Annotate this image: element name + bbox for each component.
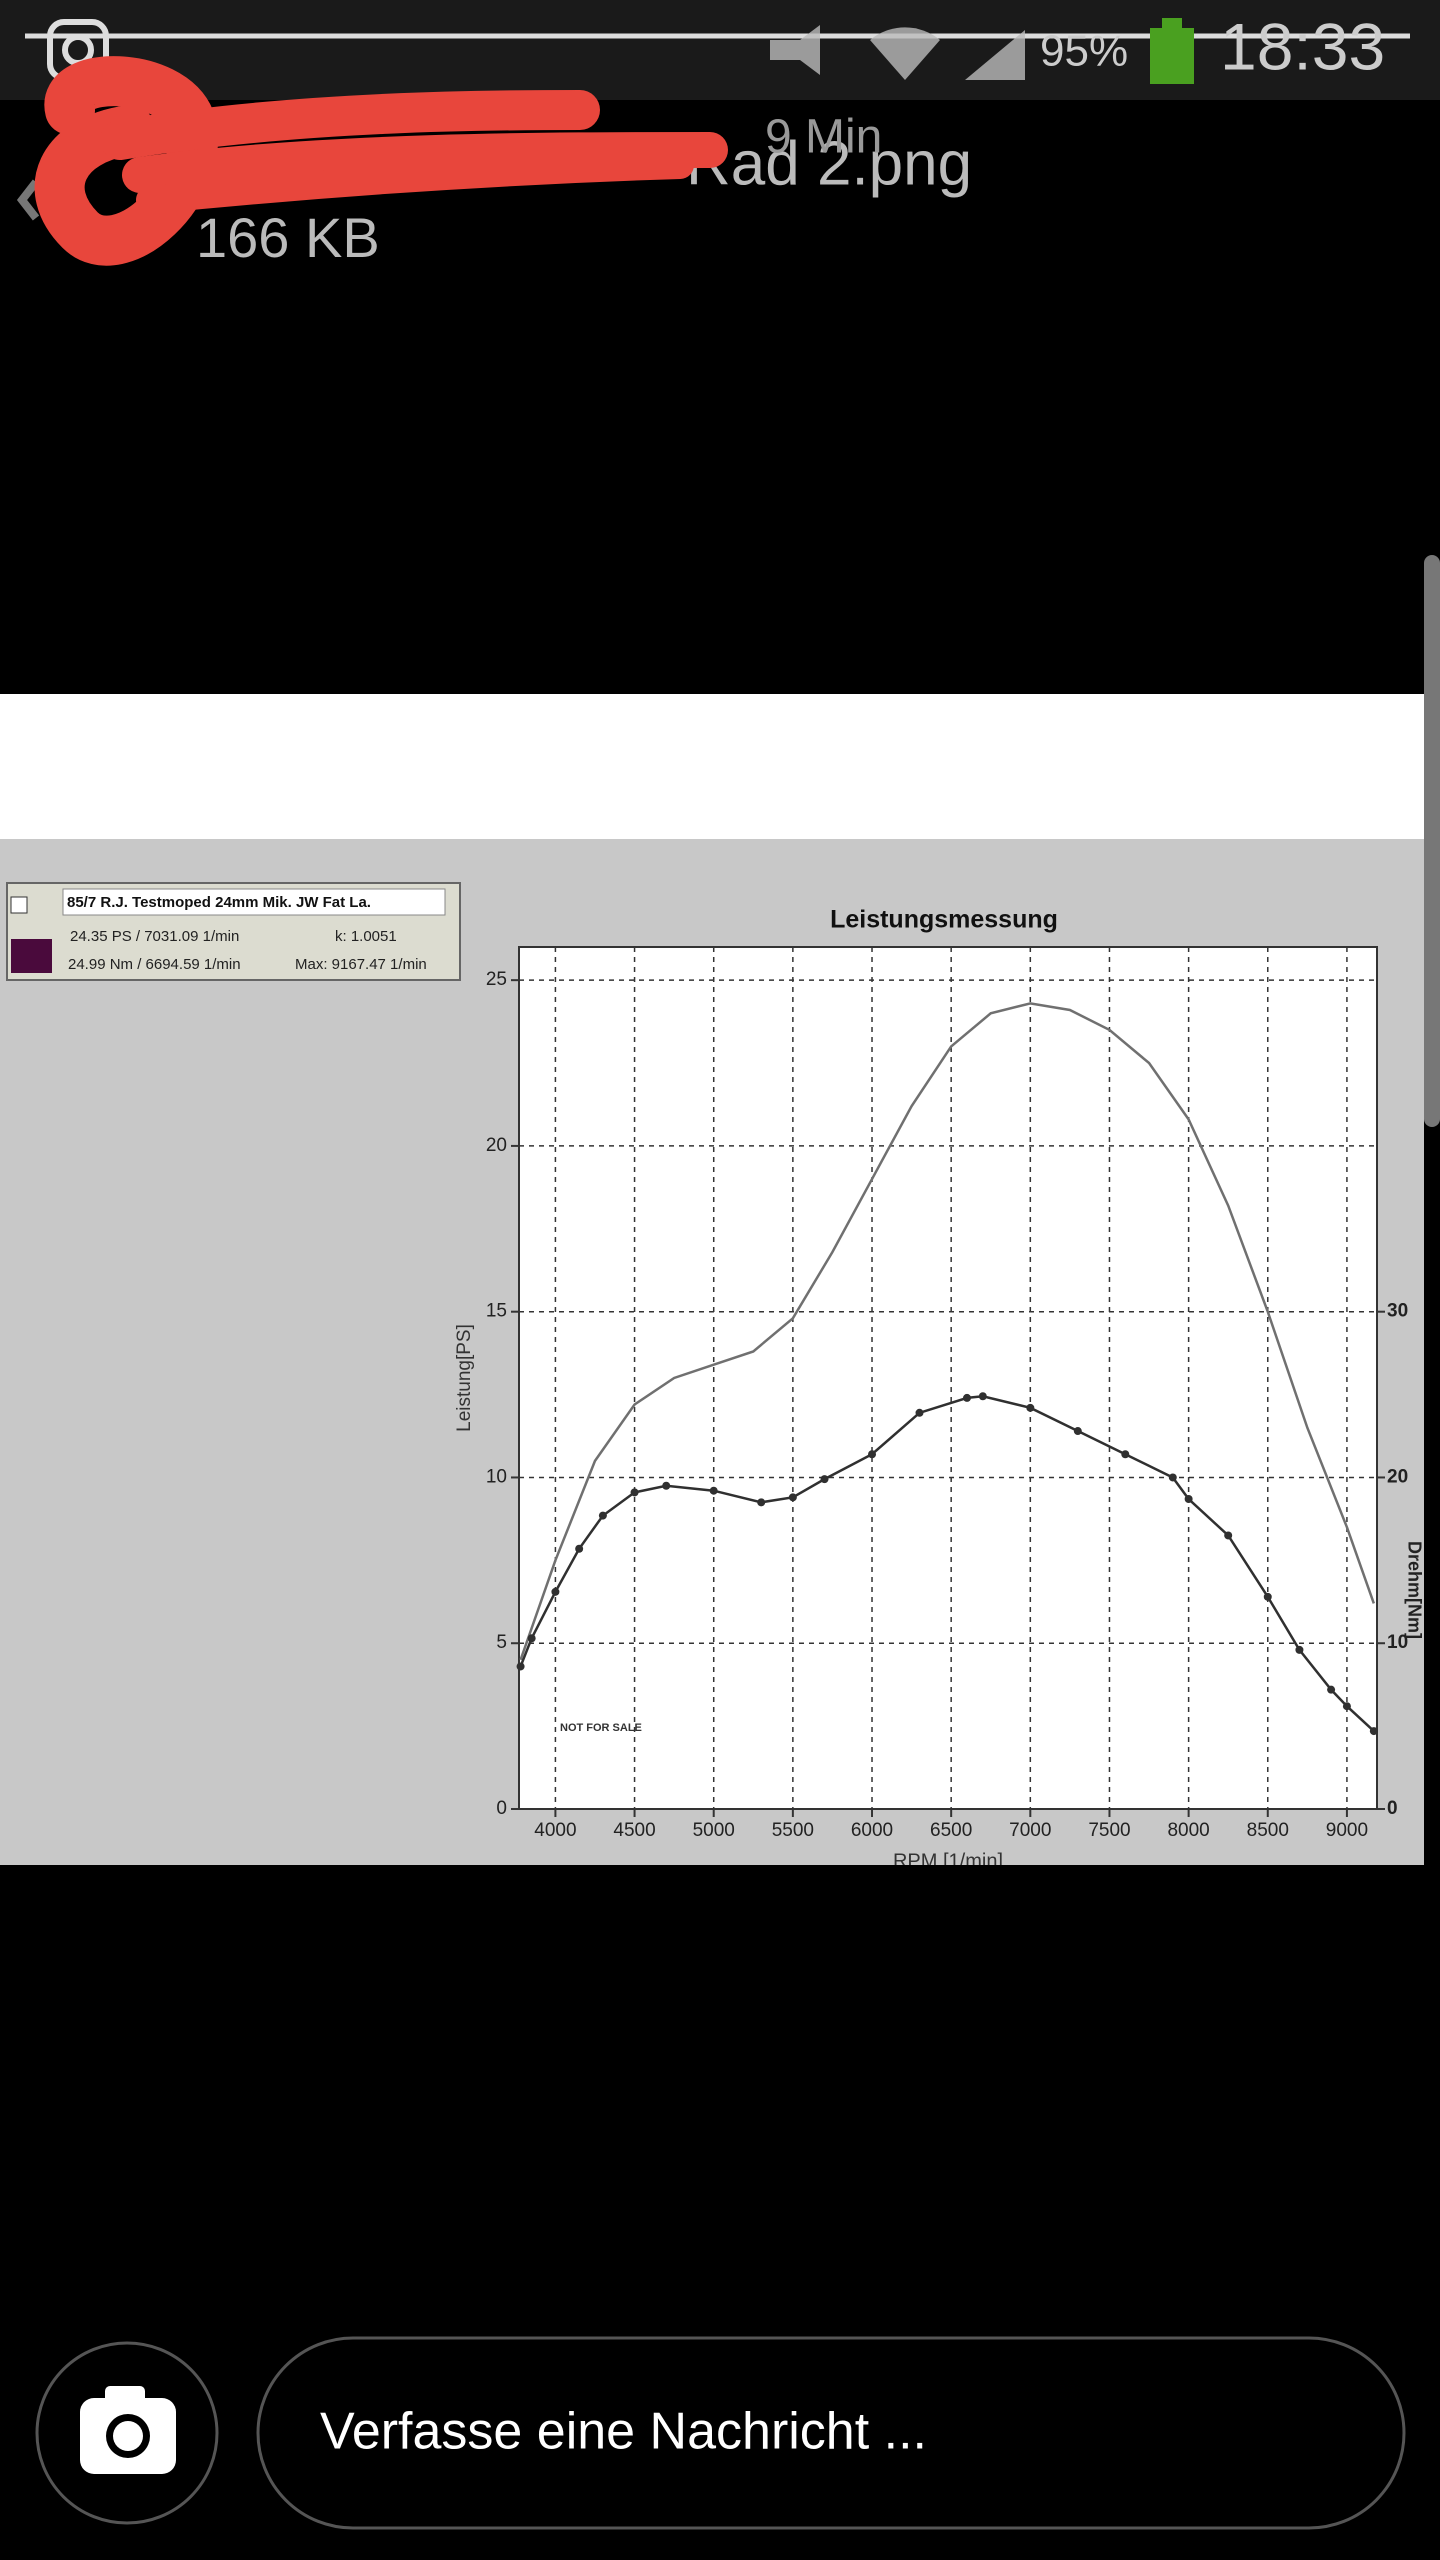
x-tick-label: 4000 <box>534 1820 576 1841</box>
y-tick-label: 20 <box>486 1135 507 1156</box>
x-tick-label: 7000 <box>1009 1820 1051 1841</box>
redaction <box>34 56 728 266</box>
series-marker <box>551 1587 560 1596</box>
info-k: k: 1.0051 <box>335 928 397 945</box>
series-line <box>519 1394 1375 1733</box>
x-tick-label: 8500 <box>1247 1820 1289 1841</box>
series-marker <box>868 1450 877 1459</box>
sender-time: 9 Min <box>765 111 882 164</box>
series-marker <box>1073 1427 1082 1436</box>
series-marker <box>527 1634 536 1643</box>
info-box-header: 85/7 R.J. Testmoped 24mm Mik. JW Fat La. <box>67 894 371 911</box>
series-marker <box>820 1475 829 1484</box>
info-torque: 24.99 Nm / 6694.59 1/min <box>68 956 241 973</box>
y-axis-label: Leistung[PS] <box>454 1324 475 1432</box>
series-marker <box>1263 1592 1272 1601</box>
file-name: Rad 2.png <box>686 129 972 198</box>
y2-tick-label: 30 <box>1387 1301 1408 1322</box>
y2-tick-label: 0 <box>1387 1798 1398 1819</box>
info-box: 85/7 R.J. Testmoped 24mm Mik. JW Fat La.… <box>6 882 461 981</box>
x-tick-label: 9000 <box>1326 1820 1368 1841</box>
series-marker <box>1224 1531 1233 1540</box>
x-tick-label: 7500 <box>1088 1820 1130 1841</box>
message-input[interactable] <box>256 2336 1406 2530</box>
series-line <box>519 1002 1376 1661</box>
series-marker <box>788 1493 797 1502</box>
battery-percent: 95% <box>1040 27 1128 76</box>
info-power: 24.35 PS / 7031.09 1/min <box>70 928 239 945</box>
chart-title: Leistungsmessung <box>830 906 1058 934</box>
series-marker <box>1184 1495 1193 1504</box>
message-placeholder: Verfasse eine Nachricht ... <box>320 2403 927 2461</box>
series-marker <box>757 1498 766 1507</box>
series-swatch <box>11 939 52 973</box>
series-marker <box>575 1544 584 1553</box>
chart: Leistungsmessung Leistung[PS] Drehm[Nm] … <box>6 882 1424 1872</box>
series-marker <box>630 1488 639 1497</box>
x-tick-label: 8000 <box>1167 1820 1209 1841</box>
x-tick-label: 5000 <box>693 1820 735 1841</box>
scroll-handle[interactable] <box>1424 555 1440 1127</box>
x-tick-label: 4500 <box>613 1820 655 1841</box>
y-tick-label: 15 <box>486 1301 507 1322</box>
series-marker <box>662 1481 671 1490</box>
camera-button[interactable] <box>35 2341 219 2525</box>
series-marker <box>1168 1473 1177 1482</box>
y-tick-label: 25 <box>486 969 507 990</box>
image-top <box>0 694 1424 839</box>
series-marker <box>962 1393 971 1402</box>
plot-area <box>518 946 1378 1810</box>
annotation: NOT FOR SALE <box>560 1722 642 1734</box>
y2-axis-label: Drehm[Nm] <box>1404 1541 1424 1639</box>
series-marker <box>1327 1685 1336 1694</box>
x-tick-label: 5500 <box>772 1820 814 1841</box>
y-tick-label: 5 <box>496 1632 507 1653</box>
series-marker <box>1342 1702 1351 1711</box>
info-max: Max: 9167.47 1/min <box>295 956 427 973</box>
series-marker <box>1026 1403 1035 1412</box>
series-marker <box>978 1392 987 1401</box>
y-tick-label: 10 <box>486 1466 507 1487</box>
camera-icon <box>80 2386 176 2474</box>
file-size: 166 KB <box>196 206 380 269</box>
series-marker <box>709 1486 718 1495</box>
checkbox[interactable] <box>10 896 28 914</box>
series-marker <box>1369 1727 1378 1736</box>
status-bar <box>0 0 1440 100</box>
x-axis-label: RPM [1/min] <box>893 1850 1003 1872</box>
y-tick-label: 0 <box>496 1798 507 1819</box>
back-button[interactable] <box>16 179 40 221</box>
info-box-header-field <box>62 888 446 916</box>
x-tick-label: 6500 <box>930 1820 972 1841</box>
y2-tick-label: 10 <box>1387 1632 1408 1653</box>
series-marker <box>1295 1645 1304 1654</box>
status-icons <box>770 18 1194 84</box>
series-marker <box>598 1511 607 1520</box>
y2-tick-label: 20 <box>1387 1466 1408 1487</box>
clock: 18:33 <box>1220 9 1385 83</box>
x-tick-label: 6000 <box>851 1820 893 1841</box>
series-marker <box>1121 1450 1130 1459</box>
series-marker <box>516 1662 525 1671</box>
series-marker <box>915 1408 924 1417</box>
